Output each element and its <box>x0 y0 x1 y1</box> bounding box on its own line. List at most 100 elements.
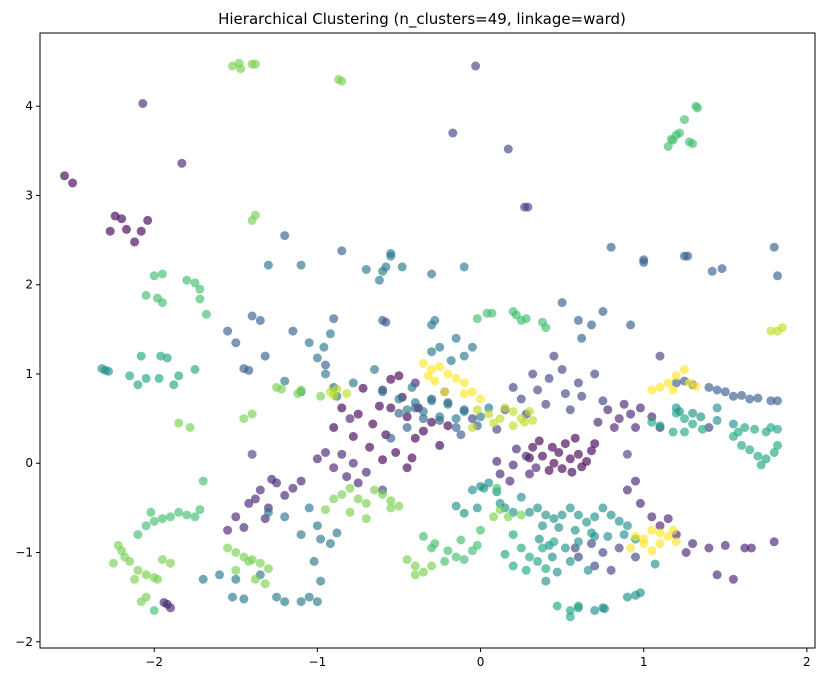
data-point <box>190 512 200 522</box>
data-point <box>626 320 636 330</box>
data-point <box>174 507 184 517</box>
data-point <box>560 543 570 553</box>
y-tick-label: 1 <box>25 367 33 381</box>
data-point <box>157 555 167 565</box>
data-point <box>554 523 564 532</box>
data-point <box>769 242 779 252</box>
data-point <box>316 534 326 544</box>
data-point <box>712 403 722 413</box>
data-point <box>423 371 433 381</box>
data-point <box>614 543 624 553</box>
data-point <box>391 448 401 457</box>
data-point <box>296 597 306 607</box>
data-point <box>740 423 750 432</box>
data-point <box>467 342 477 352</box>
data-point <box>337 246 347 256</box>
data-point <box>402 412 412 422</box>
data-point <box>573 537 583 547</box>
data-point <box>552 601 562 611</box>
data-point <box>521 314 531 324</box>
data-point <box>321 505 330 515</box>
data-point <box>329 314 339 324</box>
data-point <box>769 448 779 457</box>
data-point <box>263 564 273 574</box>
data-point <box>750 424 760 434</box>
data-point <box>280 512 290 522</box>
data-point <box>427 269 437 279</box>
data-point <box>680 414 689 424</box>
data-point <box>280 376 290 386</box>
data-point <box>280 597 290 607</box>
y-tick-label: −2 <box>15 635 33 649</box>
data-point <box>239 523 249 532</box>
data-point <box>319 342 329 352</box>
data-point <box>647 385 657 395</box>
data-point <box>174 418 184 428</box>
data-point <box>162 353 172 363</box>
data-point <box>141 521 151 531</box>
data-point <box>538 317 547 327</box>
data-point <box>296 260 306 270</box>
data-point <box>521 565 531 575</box>
data-point <box>427 396 437 406</box>
data-point <box>182 275 192 285</box>
data-point <box>534 534 544 544</box>
data-point <box>655 351 665 361</box>
data-point <box>451 423 461 432</box>
data-point <box>329 423 339 432</box>
data-point <box>312 454 322 464</box>
data-point <box>492 483 502 493</box>
data-point <box>443 399 453 409</box>
data-point <box>472 314 482 324</box>
data-point <box>619 399 629 409</box>
data-point <box>671 378 681 388</box>
data-point <box>505 476 515 486</box>
data-point <box>418 358 428 368</box>
data-point <box>691 382 701 391</box>
data-point <box>280 490 290 500</box>
data-point <box>577 462 587 472</box>
data-point <box>598 548 608 557</box>
data-point <box>304 503 314 513</box>
x-tick-label: 2 <box>803 655 811 669</box>
data-point <box>467 414 477 424</box>
data-point <box>174 371 184 381</box>
data-point <box>565 556 575 566</box>
data-point <box>593 417 603 427</box>
data-point <box>374 401 384 411</box>
data-point <box>348 458 358 468</box>
data-point <box>663 141 673 151</box>
data-point <box>547 442 557 452</box>
data-point <box>386 249 396 258</box>
data-point <box>516 492 526 502</box>
data-point <box>603 531 613 541</box>
data-point <box>236 64 246 74</box>
data-point <box>435 440 445 450</box>
data-point <box>337 449 347 459</box>
data-point <box>427 347 437 357</box>
data-point <box>435 342 445 352</box>
data-point <box>541 510 551 520</box>
data-point <box>688 539 698 549</box>
data-point <box>459 508 469 518</box>
data-point <box>557 298 567 308</box>
data-point <box>570 433 580 443</box>
data-point <box>492 456 502 466</box>
data-point <box>655 521 665 531</box>
data-point <box>361 265 371 274</box>
y-tick-label: 2 <box>25 278 33 292</box>
data-point <box>149 516 159 526</box>
data-point <box>745 445 755 455</box>
data-point <box>609 423 619 432</box>
data-point <box>635 588 645 598</box>
data-point <box>533 556 543 566</box>
data-point <box>600 604 609 614</box>
data-point <box>508 530 518 540</box>
data-point <box>476 412 485 422</box>
data-point <box>577 391 587 401</box>
data-point <box>153 574 162 584</box>
y-axis: −2 −1 0 1 2 3 4 <box>15 99 40 649</box>
data-point <box>190 278 200 288</box>
data-point <box>430 376 440 386</box>
data-point <box>231 512 241 522</box>
